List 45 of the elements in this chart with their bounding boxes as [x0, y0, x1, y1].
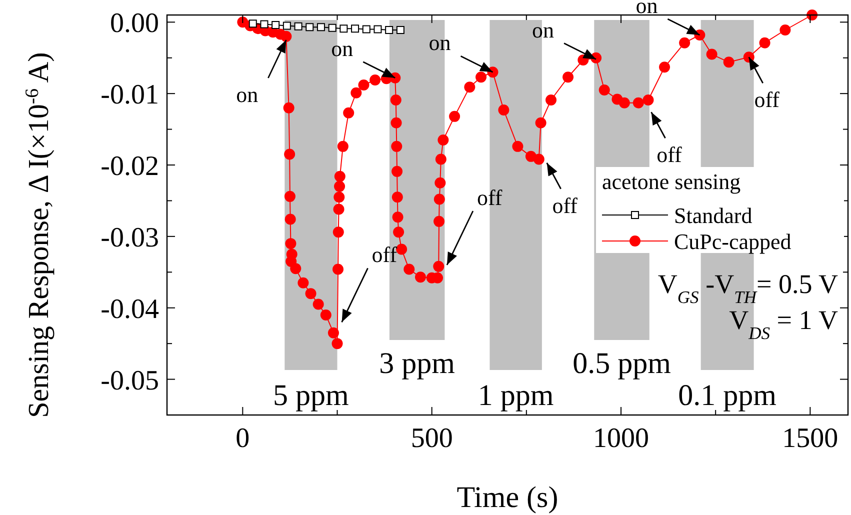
point — [340, 24, 348, 33]
x-tick-label: 500 — [410, 423, 453, 454]
y-tick-label: -0.03 — [100, 222, 159, 254]
legend-label: Standard — [674, 203, 752, 228]
annotation: on — [331, 36, 354, 61]
point — [362, 25, 370, 34]
band-label: 1 ppm — [478, 379, 554, 412]
annotation: on — [428, 30, 451, 56]
annotation: off — [372, 242, 398, 268]
legend-label: CuPc-capped — [674, 229, 792, 254]
point — [396, 26, 404, 34]
annotation: off — [476, 185, 503, 210]
annotation: V$_{DS}$ = 1 V — [729, 305, 838, 343]
y-tick-label: 0.00 — [110, 8, 159, 40]
y-tick-label: -0.05 — [100, 365, 159, 396]
band-label: 5 ppm — [273, 379, 349, 412]
point — [385, 26, 394, 34]
annotation: on — [532, 17, 554, 42]
annotation: off — [754, 87, 780, 112]
annotation: off — [656, 142, 683, 168]
x-tick-label: 1000 — [593, 423, 649, 454]
point — [272, 21, 280, 29]
annotation: V$_{GS}$ -V$_{TH}$= 0.5 V — [658, 269, 838, 307]
annotation: off — [552, 192, 578, 218]
annotation: on — [636, 0, 658, 18]
point — [351, 24, 360, 33]
point — [328, 24, 336, 32]
point — [248, 20, 257, 28]
band-label: 0.1 ppm — [678, 379, 776, 412]
annotation: on — [236, 82, 258, 107]
y-tick-label: -0.01 — [100, 80, 159, 111]
legend-title: acetone sensing — [602, 169, 741, 194]
band-label: 0.5 ppm — [572, 347, 671, 380]
y-tick-label: -0.02 — [100, 151, 159, 182]
point — [374, 25, 382, 34]
point — [306, 23, 314, 32]
y-tick-label: -0.04 — [100, 294, 159, 325]
point — [260, 20, 268, 28]
point — [282, 22, 291, 30]
x-tick-label: 0 — [236, 423, 250, 454]
band-label: 3 ppm — [379, 347, 455, 380]
x-tick-label: 1500 — [782, 423, 838, 454]
point — [294, 22, 302, 30]
x-axis-title: Time (s) — [456, 481, 558, 514]
point — [316, 23, 325, 32]
